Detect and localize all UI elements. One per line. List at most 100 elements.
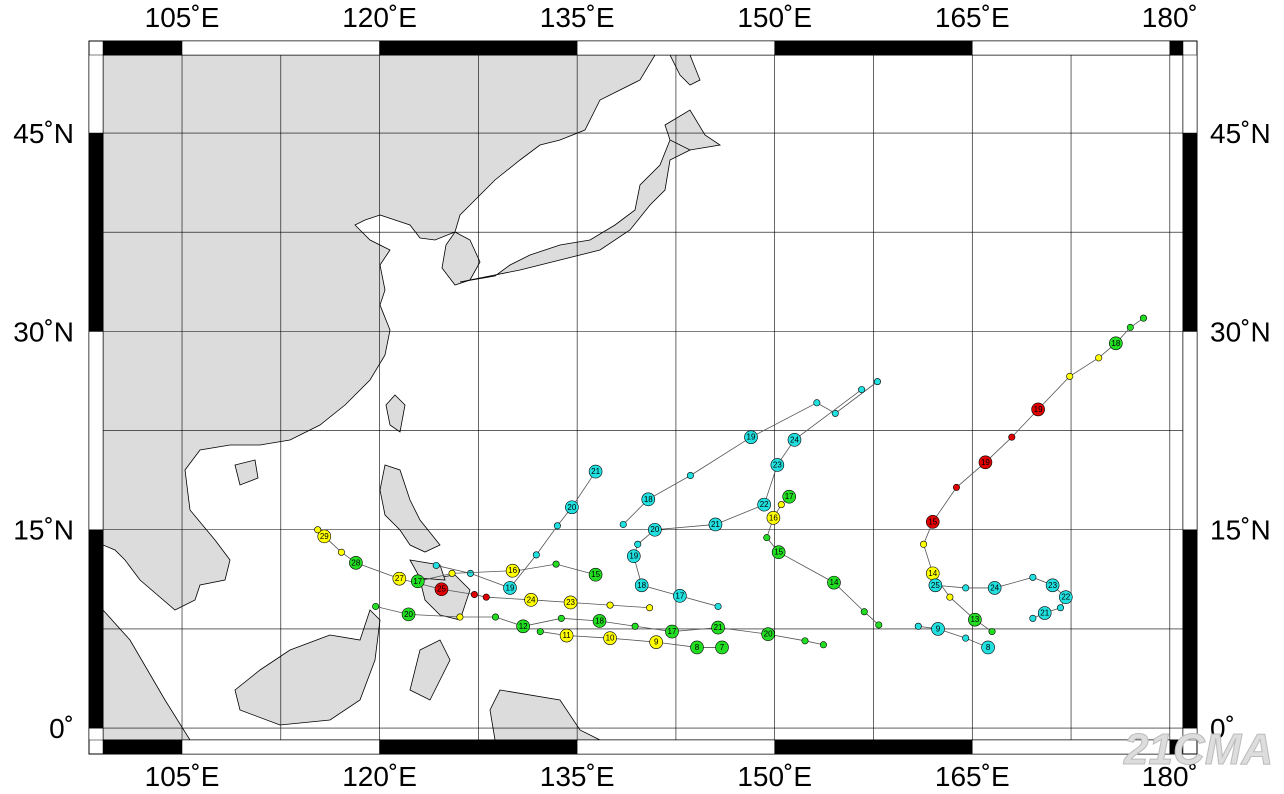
track-point [646, 604, 654, 612]
frame-bar [379, 40, 578, 56]
lat-label: 45˚N [13, 118, 74, 149]
lat-label: 15˚N [1210, 515, 1271, 546]
track-point [448, 569, 456, 577]
track-point [634, 578, 649, 593]
track-point [1109, 336, 1123, 351]
track-point [505, 563, 520, 578]
track-point [563, 595, 578, 610]
track-point [588, 567, 603, 582]
track-label: 8 [695, 643, 700, 652]
frame-bar [88, 529, 104, 729]
frame-bar [88, 331, 104, 530]
frame-bar [102, 40, 183, 56]
track-point [801, 637, 809, 645]
track-point [482, 593, 490, 601]
track-point [1058, 590, 1073, 604]
track-point [372, 602, 380, 610]
frame-bar [576, 40, 775, 56]
track-label: 18 [644, 495, 653, 504]
track-point [532, 551, 540, 559]
frame-bar [379, 739, 578, 755]
track-label: 21 [591, 467, 600, 476]
track-label: 21 [711, 520, 720, 529]
lon-label: 180˚ [1142, 2, 1198, 33]
track-label: 18 [595, 616, 604, 625]
track-point [873, 378, 881, 386]
track-point [1008, 433, 1016, 441]
track-label: 15 [774, 548, 783, 557]
track-point [641, 492, 656, 507]
track-point [536, 628, 544, 636]
track-point [524, 593, 538, 607]
track-label: 20 [567, 503, 576, 512]
track-point [708, 517, 723, 532]
track-label: 24 [990, 583, 999, 592]
track-point [626, 549, 641, 563]
track-point [337, 548, 345, 556]
track-label: 18 [1111, 339, 1120, 348]
frame-bar [88, 132, 104, 332]
track-point [557, 614, 565, 622]
frame-bar [1169, 739, 1184, 755]
lat-label: 0˚ [1210, 713, 1235, 744]
track-label: 17 [785, 492, 794, 501]
track-label: 13 [970, 615, 979, 624]
track-point [946, 593, 954, 601]
lon-label: 135˚E [540, 2, 615, 33]
track-point [875, 621, 883, 629]
lon-label: 180˚ [1142, 761, 1198, 792]
track-point [757, 497, 771, 512]
track-label: 18 [637, 581, 646, 590]
track-point [988, 628, 996, 636]
lon-label: 120˚E [342, 761, 417, 792]
track-point [1045, 578, 1060, 593]
track-point [634, 540, 642, 548]
track-point [466, 569, 474, 577]
track-point [925, 515, 940, 529]
lon-label: 135˚E [540, 761, 615, 792]
track-point [827, 575, 841, 590]
track-label: 25 [437, 585, 446, 594]
track-label: 14 [928, 569, 937, 578]
track-label: 17 [668, 627, 677, 636]
track-point [673, 589, 687, 603]
track-label: 21 [1040, 609, 1049, 618]
frame-bar [1182, 529, 1198, 729]
lon-label: 150˚E [737, 2, 812, 33]
track-label: 19 [629, 552, 638, 561]
track-point [1037, 606, 1052, 620]
track-point [920, 540, 928, 548]
frame-bar [181, 40, 380, 56]
track-point [761, 627, 775, 642]
track-label: 24 [527, 595, 536, 604]
track-point [1031, 402, 1045, 417]
track-point [860, 608, 868, 616]
track-point [649, 635, 663, 649]
track-point [588, 464, 603, 479]
watermark: 21CMA [1123, 725, 1273, 774]
track-label: 21 [714, 623, 723, 632]
track-point [777, 501, 785, 509]
track-point [314, 526, 322, 534]
track-point [491, 613, 499, 621]
track-point [665, 624, 679, 639]
track-point [1066, 372, 1074, 380]
frame-bar [1182, 132, 1198, 332]
frame-bar [774, 739, 973, 755]
track-point [771, 545, 786, 560]
frame-bar [88, 54, 104, 134]
track-point [1029, 573, 1037, 581]
lon-label: 105˚E [145, 2, 220, 33]
track-point [592, 614, 607, 628]
track-point [1057, 604, 1065, 612]
track-point [516, 619, 530, 634]
track-label: 17 [413, 577, 422, 586]
track-point [1126, 323, 1134, 331]
lon-label: 150˚E [737, 761, 812, 792]
track-label: 29 [320, 532, 329, 541]
lat-label: 15˚N [13, 515, 74, 546]
track-point [928, 578, 943, 593]
track-label: 7 [720, 643, 725, 652]
lat-label: 45˚N [1210, 118, 1271, 149]
track-label: 20 [650, 525, 659, 534]
